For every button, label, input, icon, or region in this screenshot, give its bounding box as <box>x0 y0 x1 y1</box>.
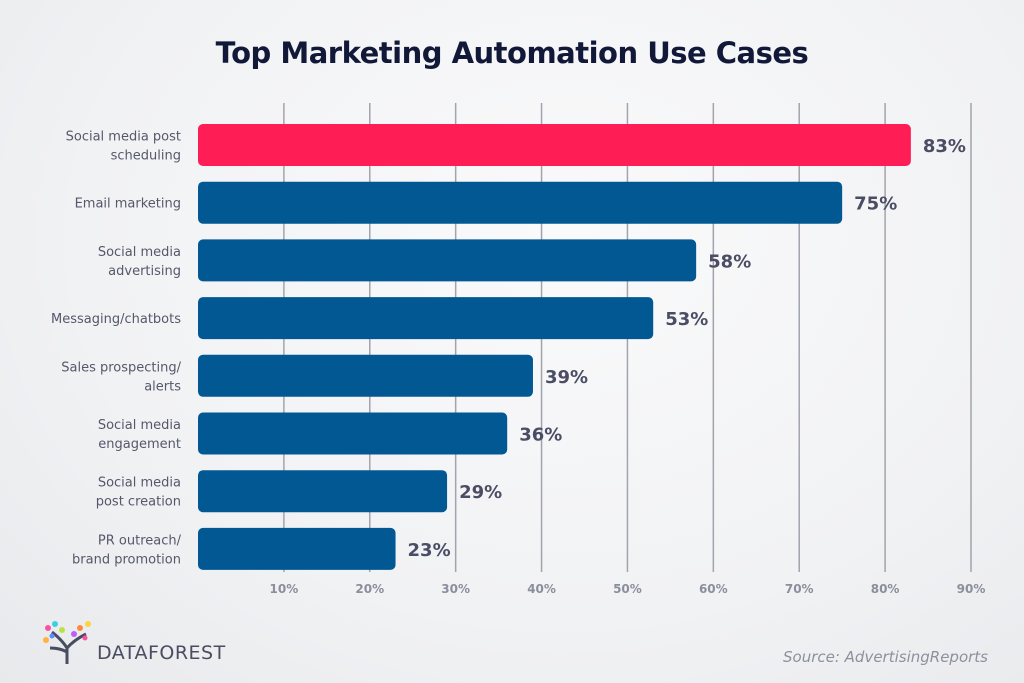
bar <box>198 239 697 282</box>
category-label: Social media <box>98 245 181 260</box>
tree-icon <box>43 621 91 664</box>
category-label: engagement <box>98 437 181 452</box>
category-label: Social media <box>98 418 181 433</box>
category-label: Social media post <box>66 130 181 145</box>
category-label: Messaging/chatbots <box>51 312 181 327</box>
logo-text: DATAFOREST <box>97 642 226 664</box>
bar <box>198 354 533 397</box>
bar <box>198 412 508 455</box>
data-label: 39% <box>545 367 588 388</box>
category-label: brand promotion <box>72 552 181 567</box>
data-label: 29% <box>459 482 502 503</box>
tick-label: 90% <box>957 582 986 596</box>
tick-label: 50% <box>613 582 642 596</box>
category-label: PR outreach/ <box>98 533 182 548</box>
tick-label: 70% <box>785 582 814 596</box>
category-label: Sales prospecting/ <box>61 360 181 375</box>
dataforest-logo: DATAFOREST <box>40 618 226 666</box>
category-label: Email marketing <box>75 197 181 212</box>
tick-label: 20% <box>355 582 384 596</box>
source-note: Source: AdvertisingReports <box>783 648 988 666</box>
bar <box>198 297 654 340</box>
bar <box>198 527 396 570</box>
bar <box>198 470 448 513</box>
tick-label: 40% <box>527 582 556 596</box>
category-label: scheduling <box>111 149 181 164</box>
chart-title: Top Marketing Automation Use Cases <box>215 36 809 70</box>
category-label: advertising <box>108 264 181 279</box>
data-label: 53% <box>665 309 708 330</box>
bar <box>198 181 843 224</box>
category-label: alerts <box>144 379 181 394</box>
data-label: 58% <box>708 251 751 272</box>
tick-label: 60% <box>699 582 728 596</box>
data-label: 36% <box>519 425 562 446</box>
tick-label: 30% <box>441 582 470 596</box>
data-label: 23% <box>408 540 451 561</box>
data-label: 83% <box>923 136 966 157</box>
data-label: 75% <box>854 194 897 215</box>
tick-label: 10% <box>270 582 299 596</box>
tick-label: 80% <box>871 582 900 596</box>
bar <box>198 124 911 166</box>
category-label: post creation <box>96 495 181 510</box>
category-label: Social media <box>98 476 181 491</box>
